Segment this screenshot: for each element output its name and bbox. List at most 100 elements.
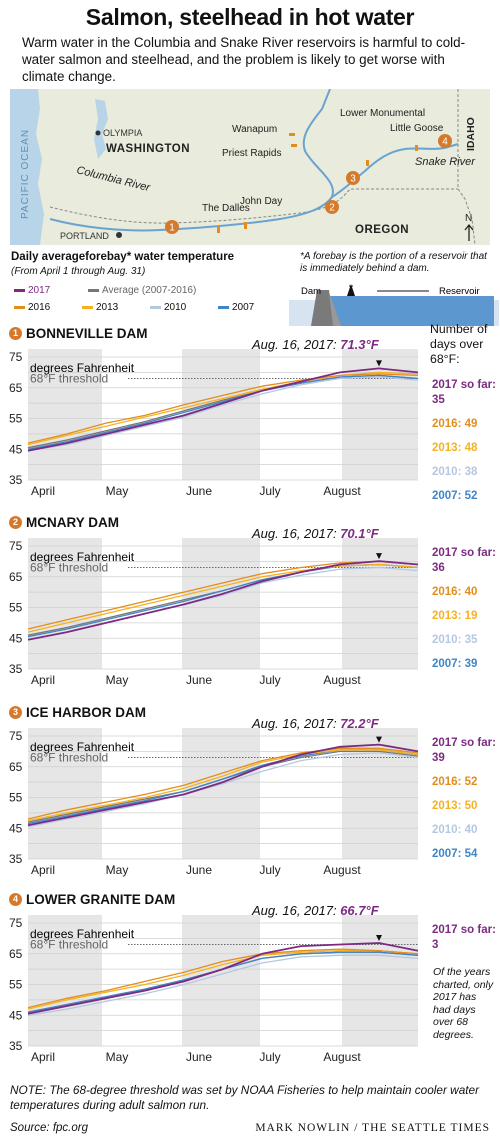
puget-sound xyxy=(94,99,108,159)
y-tick-label: 45 xyxy=(9,631,23,645)
x-tick-label: August xyxy=(323,484,361,498)
legend-item-2017: 2017 xyxy=(14,285,50,296)
legend-swatch xyxy=(88,289,99,292)
threshold-label: 68°F threshold xyxy=(30,938,108,952)
y-tick-label: 65 xyxy=(9,381,23,395)
chart-title: 1 BONNEVILLE DAM xyxy=(9,326,148,341)
legend-title: Daily averageforebay* water temperature xyxy=(11,251,235,263)
y-tick-label: 45 xyxy=(9,821,23,835)
marker-1: 1 xyxy=(165,220,179,234)
x-tick-label: July xyxy=(259,863,280,877)
dam-tick xyxy=(291,144,297,147)
chart-number-badge: 4 xyxy=(9,893,22,906)
x-tick-label: May xyxy=(106,1050,129,1064)
days-over-list: 2017 so far: 3 xyxy=(432,923,500,962)
y-tick-label: 35 xyxy=(9,852,23,866)
days-over-item: 2017 so far: 39 xyxy=(432,737,496,764)
legend-swatch xyxy=(218,306,229,309)
legend-item-2016: 2016 xyxy=(14,302,50,313)
days-over-item: 2013: 50 xyxy=(432,800,478,812)
x-tick-label: May xyxy=(106,484,129,498)
month-shade-band xyxy=(28,728,102,859)
series-line-2013 xyxy=(27,563,419,633)
month-shade-band xyxy=(182,349,260,480)
portland-dot xyxy=(116,232,122,238)
forebay-diagram: Dam Reservoir xyxy=(289,284,499,326)
month-shade-band xyxy=(28,915,102,1046)
little-goose-label: Little Goose xyxy=(390,123,444,134)
y-axis-label: degrees Fahrenheit xyxy=(30,927,135,941)
x-tick-label: August xyxy=(323,673,361,687)
x-tick-label: July xyxy=(259,484,280,498)
y-tick-label: 55 xyxy=(9,791,23,805)
days-over-item: 2007: 54 xyxy=(432,848,478,860)
x-tick-label: June xyxy=(186,1050,212,1064)
days-over-list: 2017 so far: 35 2016: 49 2013: 48 2010: 38 2… xyxy=(432,378,500,513)
chart-title-text: BONNEVILLE DAM xyxy=(26,326,148,341)
x-tick-label: June xyxy=(186,484,212,498)
month-shade-band xyxy=(182,728,260,859)
dam-label: Dam xyxy=(301,286,321,297)
x-tick-label: April xyxy=(31,863,55,877)
series-line-2016 xyxy=(27,747,419,820)
y-tick-label: 35 xyxy=(9,1039,23,1053)
north-arrow-icon xyxy=(464,223,474,241)
legend-swatch xyxy=(14,306,25,309)
y-tick-label: 75 xyxy=(9,539,23,553)
days-over-item: 2010: 35 xyxy=(432,634,478,646)
annotation-marker-icon xyxy=(376,553,382,560)
marker-4: 4 xyxy=(438,134,452,148)
month-shade-band xyxy=(182,915,260,1046)
chart-title: 3 ICE HARBOR DAM xyxy=(9,705,146,720)
dam-tick xyxy=(289,133,295,136)
days-over-item: 2016: 40 xyxy=(432,586,478,598)
chart-title: 4 LOWER GRANITE DAM xyxy=(9,892,175,907)
y-tick-label: 55 xyxy=(9,978,23,992)
y-axis-label: degrees Fahrenheit xyxy=(30,361,135,375)
days-over-item: 2007: 39 xyxy=(432,658,478,670)
svg-text:1: 1 xyxy=(169,223,175,234)
chart-number-badge: 2 xyxy=(9,516,22,529)
note-text: NOTE: The 68-degree threshold was set by… xyxy=(10,1083,480,1112)
region-map: 1 2 3 4 PACIFIC OCEAN OLYMPIA WASHINGTON… xyxy=(10,89,490,245)
y-tick-label: 75 xyxy=(9,729,23,743)
x-tick-label: August xyxy=(323,1050,361,1064)
dam-tick xyxy=(415,145,418,151)
x-tick-label: August xyxy=(323,863,361,877)
series-line-2007 xyxy=(27,374,419,450)
days-header: Number of days over 68°F: xyxy=(430,322,488,366)
legend-swatch xyxy=(82,306,93,309)
y-tick-label: 65 xyxy=(9,760,23,774)
days-over-item: 2017 so far: 36 xyxy=(432,547,496,574)
series-line-2016 xyxy=(27,560,419,630)
chart-title-text: MCNARY DAM xyxy=(26,515,119,530)
columbia-river xyxy=(49,89,334,232)
chart-footnote: Of the years charted, only 2017 has had … xyxy=(433,966,494,1041)
days-over-list: 2017 so far: 39 2016: 52 2013: 50 2010: 40 2… xyxy=(432,736,500,871)
marker-2: 2 xyxy=(325,200,339,214)
chart-annotation: Aug. 16, 2017: 71.3°F xyxy=(252,337,379,352)
series-line-2016 xyxy=(27,948,419,1009)
y-tick-label: 55 xyxy=(9,412,23,426)
days-over-item: 2017 so far: 35 xyxy=(432,379,496,406)
y-axis-label: degrees Fahrenheit xyxy=(30,550,135,564)
oregon-label: OREGON xyxy=(355,224,409,236)
series-line-2017 xyxy=(27,743,419,827)
days-over-list: 2017 so far: 36 2016: 40 2013: 19 2010: 35 2… xyxy=(432,546,500,681)
washington-label: WASHINGTON xyxy=(106,143,190,155)
x-tick-label: June xyxy=(186,673,212,687)
x-tick-label: May xyxy=(106,673,129,687)
annotation-marker-icon xyxy=(376,360,382,367)
chart-title-text: ICE HARBOR DAM xyxy=(26,705,146,720)
x-tick-label: June xyxy=(186,863,212,877)
series-line-2013 xyxy=(27,950,419,1010)
series-line-2017 xyxy=(27,560,419,641)
days-over-item: 2017 so far: 3 xyxy=(432,924,496,951)
idaho-label: IDAHO xyxy=(465,117,477,151)
y-tick-label: 45 xyxy=(9,442,23,456)
legend-item-2010: 2010 xyxy=(150,302,186,313)
